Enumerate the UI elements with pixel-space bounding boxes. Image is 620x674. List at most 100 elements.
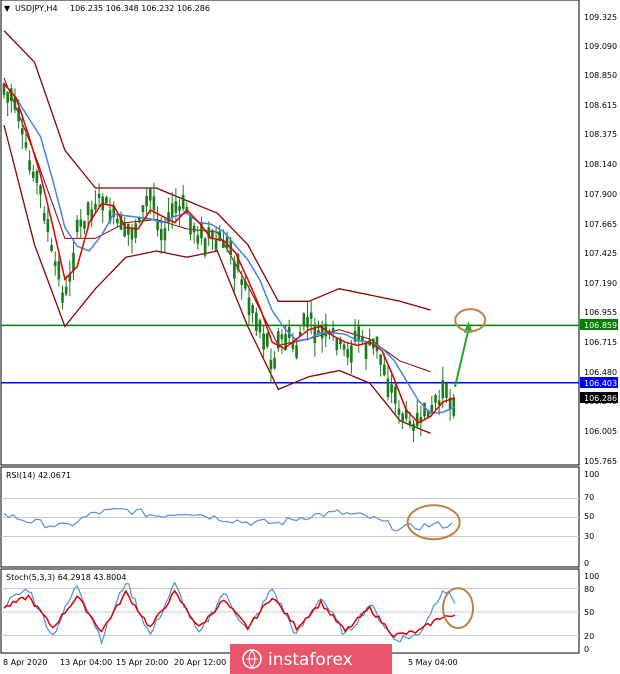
candle-body <box>412 423 415 432</box>
slow-ma-line <box>3 83 456 415</box>
price-tick: 106.480 <box>584 368 617 377</box>
stoch-k-line <box>3 581 456 646</box>
candle-body <box>441 380 445 399</box>
green-level-label: 106.859 <box>584 321 617 330</box>
time-tick: 5 May 04:00 <box>408 658 458 667</box>
candle-body <box>240 279 243 286</box>
price-tick: 106.955 <box>584 308 617 317</box>
candle-body <box>280 334 284 340</box>
candle-body <box>6 92 9 103</box>
price-tick: 108.850 <box>584 71 617 80</box>
candle-body <box>50 245 53 251</box>
rsi-tick: 0 <box>584 559 589 568</box>
candle-body <box>105 197 108 204</box>
candle-body <box>181 195 185 209</box>
candle-body <box>189 216 192 235</box>
price-axis: 109.325 109.090 108.850 108.615 108.375 … <box>584 13 617 466</box>
time-axis: 8 Apr 2020 13 Apr 04:00 15 Apr 20:00 20 … <box>3 658 458 667</box>
candle-body <box>273 357 276 369</box>
candle-body <box>127 223 130 235</box>
candle-body <box>57 261 61 280</box>
candle-body <box>426 410 430 419</box>
candle-body <box>353 330 357 342</box>
rsi-title: RSI(14) 42.0671 <box>6 471 71 480</box>
bollinger-lower-line <box>3 124 431 435</box>
candle-body <box>130 228 134 240</box>
candle-body <box>79 219 83 227</box>
dropdown-arrow-icon[interactable]: ▼ <box>4 4 11 13</box>
stoch-tick: 0 <box>584 645 589 654</box>
time-tick: 15 Apr 20:00 <box>116 658 168 667</box>
candle-body <box>156 219 159 231</box>
candle-body <box>53 261 57 267</box>
candle-body <box>335 338 339 351</box>
candle-body <box>437 400 441 405</box>
symbol-label: USDJPY,H4 <box>15 4 58 13</box>
candle-body <box>401 413 404 423</box>
candle-body <box>339 339 342 345</box>
candle-body <box>313 326 317 344</box>
candle-body <box>200 222 203 239</box>
blue-level-tag <box>580 377 618 388</box>
current-price-tag <box>580 392 618 403</box>
green-level-tag <box>580 319 618 330</box>
candle-body <box>222 242 225 248</box>
candle-body <box>291 341 295 350</box>
candle-body <box>258 320 262 333</box>
candle-body <box>17 107 20 122</box>
candle-body <box>309 312 313 319</box>
stoch-tick: 100 <box>584 572 599 581</box>
candle-body <box>298 332 302 336</box>
rsi-tick: 50 <box>584 512 594 521</box>
candle-body <box>452 397 456 416</box>
logo-globe-icon <box>242 649 262 669</box>
price-tick: 109.325 <box>584 13 617 22</box>
stoch-tick: 80 <box>584 585 594 594</box>
candle-body <box>383 364 386 375</box>
candle-body <box>148 188 152 201</box>
stoch-tick: 50 <box>584 608 594 617</box>
stoch-plot <box>1 581 579 646</box>
current-price-label: 106.286 <box>584 394 617 403</box>
candle-body <box>342 344 346 350</box>
candle-body <box>159 228 163 241</box>
candle-body <box>276 331 280 349</box>
candle-body <box>24 142 28 148</box>
candle-body <box>174 201 178 213</box>
candle-body <box>46 219 50 233</box>
stoch-title: Stoch(5,3,3) 64.2918 43.8004 <box>6 573 126 582</box>
price-tick: 107.900 <box>584 190 617 199</box>
candle-body <box>448 397 452 410</box>
main-plot <box>1 30 579 442</box>
time-tick: 20 Apr 12:00 <box>174 658 226 667</box>
candle-body <box>178 206 181 211</box>
bollinger-upper-line <box>3 30 431 311</box>
ohlc-readout: 106.235 106.348 106.232 106.286 <box>70 4 210 13</box>
rsi-plot <box>1 498 579 541</box>
candle-body <box>163 228 167 241</box>
instaforex-logo: instaforex <box>230 644 392 674</box>
candle-body <box>192 225 196 233</box>
candle-body <box>94 203 97 210</box>
candle-body <box>123 223 126 237</box>
candle-body <box>236 253 240 270</box>
candle-body <box>112 205 116 217</box>
candle-body <box>284 334 287 351</box>
candle-body <box>64 286 68 295</box>
candle-body <box>393 386 397 404</box>
candle-body <box>404 408 408 419</box>
time-tick: 13 Apr 04:00 <box>60 658 112 667</box>
candle-body <box>152 196 156 211</box>
candle-body <box>357 326 361 340</box>
candle-body <box>361 336 364 342</box>
candle-body <box>302 313 306 327</box>
target-circle <box>454 308 487 333</box>
candle-body <box>97 193 101 199</box>
price-tick: 105.765 <box>584 457 617 466</box>
stoch-circle <box>442 587 475 630</box>
candle-body <box>269 359 273 370</box>
price-tick: 108.375 <box>584 130 617 139</box>
blue-level-label: 106.403 <box>584 379 617 388</box>
stoch-d-line <box>3 589 456 638</box>
